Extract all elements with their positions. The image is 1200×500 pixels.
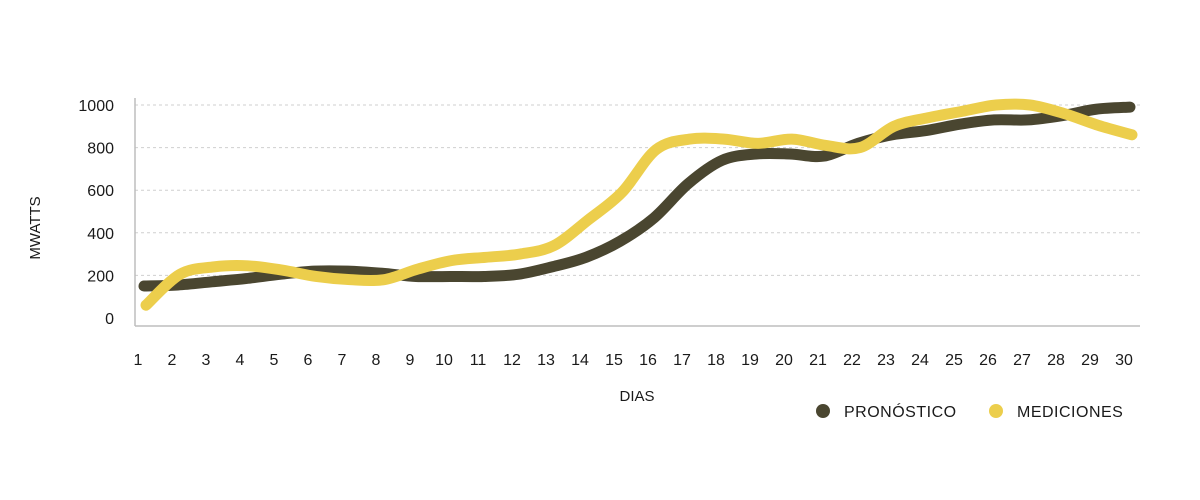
y-tick-labels: 0 200 400 600 800 1000 [78,98,114,328]
x-tick-label: 1 [134,352,143,369]
x-tick-label: 18 [707,352,725,369]
series-layer [138,98,1138,311]
legend-marker-mediciones [989,404,1003,418]
y-tick-label: 400 [87,226,114,243]
x-axis-title: DIAS [619,388,654,405]
x-tick-label: 15 [605,352,623,369]
x-tick-label: 7 [338,352,347,369]
x-tick-label: 20 [775,352,793,369]
x-tick-label: 14 [571,352,589,369]
x-tick-label: 27 [1013,352,1031,369]
legend-label-mediciones: MEDICIONES [1017,404,1123,421]
x-tick-label: 26 [979,352,997,369]
x-tick-label: 23 [877,352,895,369]
x-tick-label: 30 [1115,352,1133,369]
y-tick-label: 0 [105,311,114,328]
axis-layer [134,98,1140,327]
x-tick-label: 16 [639,352,657,369]
x-tick-label: 25 [945,352,963,369]
x-tick-label: 28 [1047,352,1065,369]
x-tick-label: 9 [406,352,415,369]
y-axis-title: MWATTS [27,196,44,259]
x-tick-label: 3 [202,352,211,369]
x-tick-label: 8 [372,352,381,369]
x-tick-label: 17 [673,352,691,369]
y-tick-label: 200 [87,268,114,285]
x-tick-label: 21 [809,352,827,369]
x-tick-labels: 1 2 3 4 5 6 7 8 9 10 11 12 13 14 15 16 17 18 19 20 21 22 23 24 2… [134,352,1133,369]
x-tick-label: 12 [503,352,521,369]
x-tick-label: 19 [741,352,759,369]
grid-layer [135,104,1140,276]
legend-marker-pronostico [816,404,830,418]
x-tick-label: 10 [435,352,453,369]
x-tick-label: 2 [168,352,177,369]
x-tick-label: 22 [843,352,861,369]
y-tick-label: 600 [87,183,114,200]
legend-label-pronostico: PRONÓSTICO [844,402,957,421]
x-tick-label: 6 [304,352,313,369]
x-tick-label: 4 [236,352,245,369]
y-tick-label: 800 [87,141,114,158]
x-tick-label: 13 [537,352,555,369]
x-tick-label: 11 [470,352,487,369]
y-tick-label: 1000 [78,98,114,115]
x-tick-label: 5 [270,352,279,369]
x-tick-label: 24 [911,352,929,369]
series-line-pronostico [138,101,1136,292]
x-tick-label: 29 [1081,352,1099,369]
series-line-mediciones [140,98,1138,311]
legend: PRONÓSTICO MEDICIONES [816,402,1123,421]
